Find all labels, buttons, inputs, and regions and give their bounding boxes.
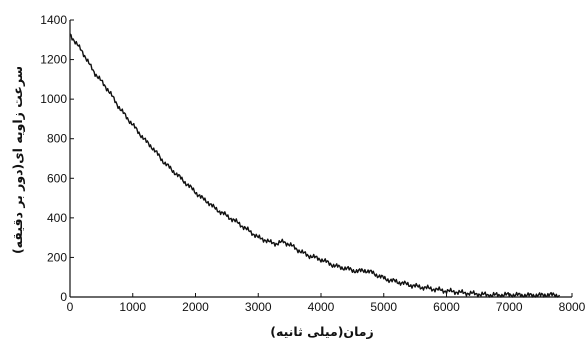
series-line — [69, 33, 561, 298]
x-tick-label: 7000 — [496, 300, 523, 314]
x-tick-label: 5000 — [370, 300, 397, 314]
y-tick-label: 200 — [47, 250, 67, 264]
x-tick-label: 1000 — [119, 300, 146, 314]
y-axis-ticks: 0 200 400 600 800 1000 1200 1400 — [40, 13, 74, 304]
x-tick-label: 3000 — [245, 300, 272, 314]
x-tick-label: 4000 — [308, 300, 335, 314]
x-axis-title: زمان(میلی ثانیه) — [270, 324, 373, 339]
x-axis-ticks: 0 1000 2000 3000 4000 5000 6000 7000 8000 — [67, 293, 586, 314]
y-tick-label: 1200 — [40, 53, 67, 67]
x-tick-label: 6000 — [433, 300, 460, 314]
y-axis-title: سرعت زاویه ای(دور بر دقیقه) — [10, 66, 25, 254]
y-tick-label: 0 — [60, 290, 67, 304]
y-tick-label: 400 — [47, 211, 67, 225]
x-tick-label: 2000 — [182, 300, 209, 314]
x-tick-label: 8000 — [559, 300, 586, 314]
y-tick-label: 1000 — [40, 92, 67, 106]
y-tick-label: 800 — [47, 132, 67, 146]
x-tick-label: 0 — [67, 300, 74, 314]
y-tick-label: 600 — [47, 171, 67, 185]
y-tick-label: 1400 — [40, 13, 67, 27]
